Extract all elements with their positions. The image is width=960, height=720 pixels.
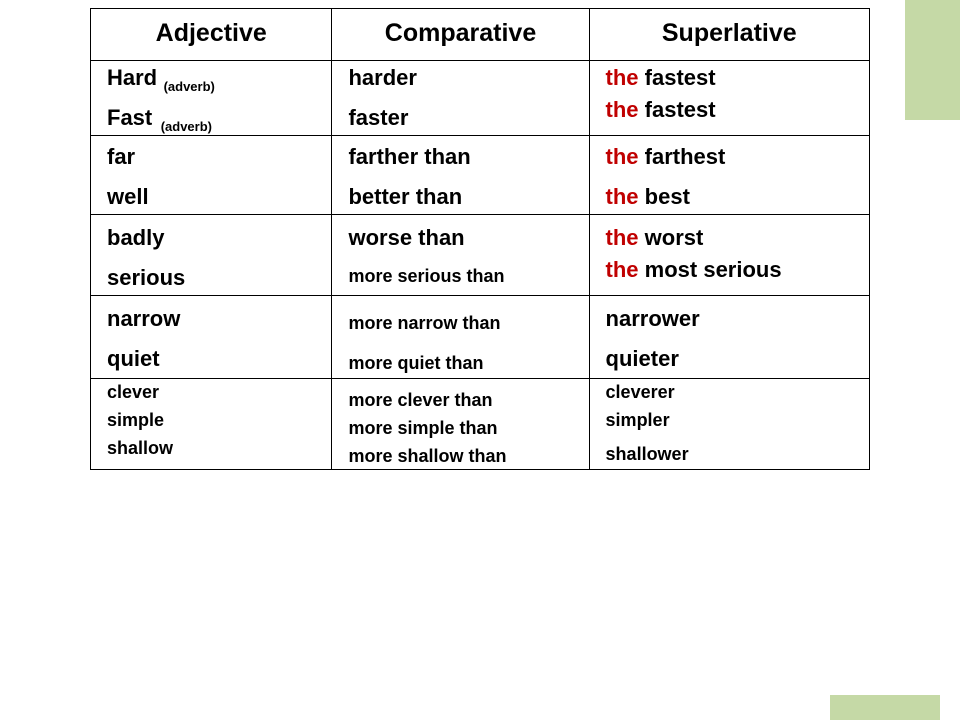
word: more shallow than: [348, 447, 574, 465]
the-prefix: the: [606, 144, 639, 169]
table-container: Adjective Comparative Superlative Hard (…: [0, 0, 960, 470]
table-row: Hard (adverb) Fast (adverb) harder faste…: [91, 61, 870, 136]
cell-superlative: the fastest the fastest: [589, 61, 869, 136]
word: more serious than: [348, 267, 574, 285]
word: cleverer: [606, 383, 855, 401]
header-comparative: Comparative: [332, 9, 589, 61]
cell-adjective: Hard (adverb) Fast (adverb): [91, 61, 332, 136]
word: simple: [107, 411, 317, 429]
word: more narrow than: [348, 314, 574, 332]
table-row: clever simple shallow more clever than m…: [91, 379, 870, 470]
cell-comparative: more narrow than more quiet than: [332, 296, 589, 379]
word: Fast: [107, 105, 152, 130]
word: most serious: [639, 257, 782, 282]
header-superlative: Superlative: [589, 9, 869, 61]
word: serious: [107, 267, 317, 289]
word: simpler: [606, 411, 855, 429]
note: (adverb): [164, 79, 215, 94]
header-adjective: Adjective: [91, 9, 332, 61]
word: harder: [348, 67, 574, 89]
word: best: [639, 184, 690, 209]
cell-superlative: cleverer simpler shallower: [589, 379, 869, 470]
word: more simple than: [348, 419, 574, 437]
word: Hard: [107, 65, 157, 90]
word: worst: [639, 225, 704, 250]
word: farthest: [639, 144, 726, 169]
cell-comparative: worse than more serious than: [332, 215, 589, 296]
note: (adverb): [161, 119, 212, 134]
word: better than: [348, 186, 574, 208]
table-row: narrow quiet more narrow than more quiet…: [91, 296, 870, 379]
background-accent-bottom: [830, 695, 940, 720]
cell-adjective: far well: [91, 136, 332, 215]
the-prefix: the: [606, 184, 639, 209]
word: more clever than: [348, 391, 574, 409]
header-row: Adjective Comparative Superlative: [91, 9, 870, 61]
comparison-table: Adjective Comparative Superlative Hard (…: [90, 8, 870, 470]
word: worse than: [348, 227, 574, 249]
word: fastest: [639, 97, 716, 122]
table-row: far well farther than better than the fa…: [91, 136, 870, 215]
word: faster: [348, 107, 574, 129]
cell-superlative: the farthest the best: [589, 136, 869, 215]
table-row: badly serious worse than more serious th…: [91, 215, 870, 296]
the-prefix: the: [606, 257, 639, 282]
word: well: [107, 186, 317, 208]
cell-adjective: clever simple shallow: [91, 379, 332, 470]
word: quieter: [606, 348, 855, 370]
cell-adjective: narrow quiet: [91, 296, 332, 379]
the-prefix: the: [606, 225, 639, 250]
cell-superlative: narrower quieter: [589, 296, 869, 379]
cell-adjective: badly serious: [91, 215, 332, 296]
word: fastest: [639, 65, 716, 90]
word: farther than: [348, 146, 574, 168]
word: more quiet than: [348, 354, 574, 372]
word: quiet: [107, 348, 317, 370]
the-prefix: the: [606, 65, 639, 90]
cell-superlative: the worst the most serious: [589, 215, 869, 296]
the-prefix: the: [606, 97, 639, 122]
word: narrow: [107, 308, 317, 330]
word: shallower: [606, 445, 855, 463]
word: shallow: [107, 439, 317, 457]
cell-comparative: harder faster: [332, 61, 589, 136]
word: narrower: [606, 308, 855, 330]
word: badly: [107, 227, 317, 249]
word: far: [107, 146, 317, 168]
word: clever: [107, 383, 317, 401]
cell-comparative: more clever than more simple than more s…: [332, 379, 589, 470]
cell-comparative: farther than better than: [332, 136, 589, 215]
